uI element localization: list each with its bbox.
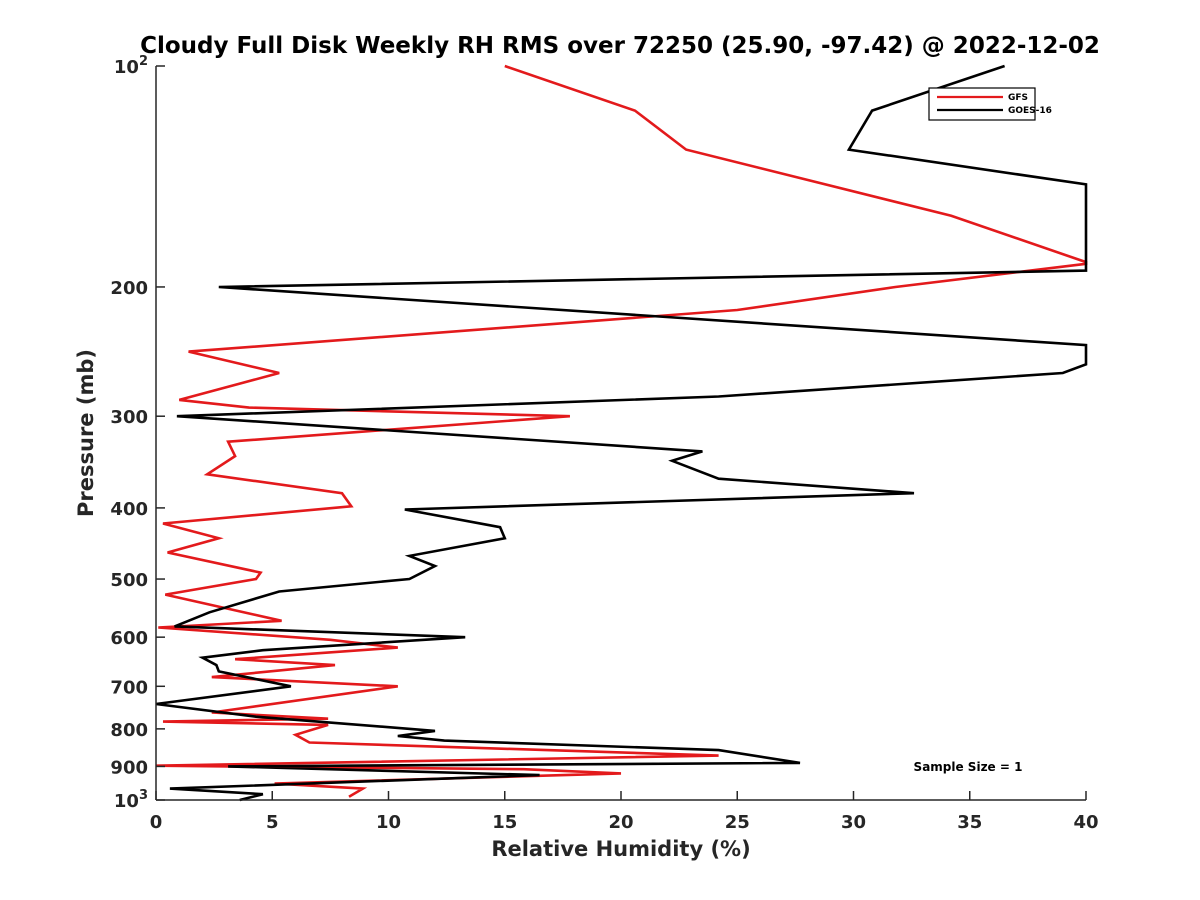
x-ticks: 0 5 10 15 20 25 30 35 40	[150, 791, 1099, 833]
y-tick-label: 400	[110, 499, 148, 520]
x-tick-label: 40	[1073, 812, 1098, 833]
axes-layer	[155, 66, 1086, 801]
legend-box	[928, 87, 1036, 121]
x-tick-label: 35	[957, 812, 982, 833]
sample-size-annotation: Sample Size = 1	[914, 760, 1023, 774]
series-layer	[155, 64, 1088, 802]
y-tick-label: 200	[110, 278, 148, 299]
x-axis-label: Relative Humidity (%)	[491, 837, 750, 861]
legend-label-gfs: GFS	[1008, 93, 1028, 103]
legend: GFS GOES-16	[928, 87, 1052, 121]
y-tick-label: 103	[114, 788, 148, 812]
series-line-gfs	[155, 64, 1088, 798]
y-tick-label: 600	[110, 628, 148, 649]
legend-label-goes16: GOES-16	[1008, 106, 1052, 116]
plot-area: 0 5 10 15 20 25 30 35 40 102 200 300 400 500 600 700 80…	[110, 54, 1098, 833]
y-tick-label: 800	[110, 720, 148, 741]
chart-title: Cloudy Full Disk Weekly RH RMS over 7225…	[140, 33, 1100, 59]
x-tick-label: 15	[492, 812, 517, 833]
y-tick-label: 102	[114, 54, 148, 78]
y-axis-label: Pressure (mb)	[74, 349, 98, 517]
x-tick-label: 20	[608, 812, 633, 833]
y-tick-label: 500	[110, 570, 148, 591]
x-tick-label: 0	[150, 812, 163, 833]
y-tick-label: 700	[110, 677, 148, 698]
series-line-goes16	[155, 64, 1088, 802]
y-tick-label: 900	[110, 757, 148, 778]
x-tick-label: 25	[725, 812, 750, 833]
y-ticks: 102 200 300 400 500 600 700 800 900 103	[110, 54, 165, 812]
x-tick-label: 30	[841, 812, 866, 833]
y-tick-label: 300	[110, 407, 148, 428]
x-tick-label: 5	[266, 812, 279, 833]
x-tick-label: 10	[376, 812, 401, 833]
